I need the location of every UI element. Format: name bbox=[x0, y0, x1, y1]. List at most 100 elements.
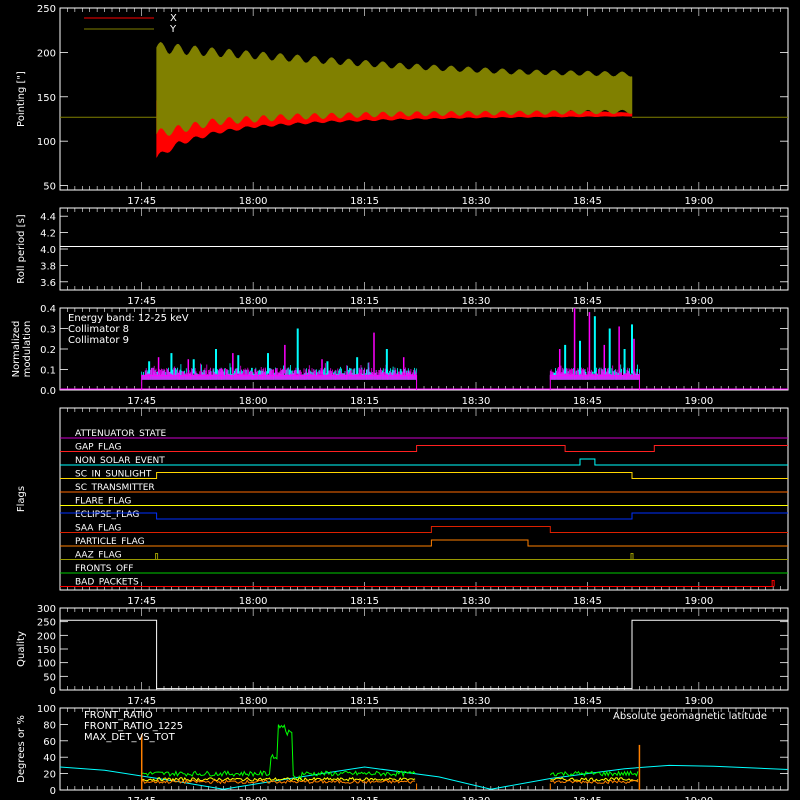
flag-label: ATTENUATOR_STATE bbox=[75, 429, 167, 439]
flag-label: FRONTS_OFF bbox=[75, 564, 133, 574]
y-tick-label: 0.3 bbox=[40, 325, 56, 336]
x-tick-label: 18:45 bbox=[573, 196, 602, 207]
y-tick-label: 150 bbox=[37, 645, 56, 656]
y-tick-label: 250 bbox=[37, 618, 56, 629]
y-axis-label: Roll period [s] bbox=[16, 214, 27, 283]
flag-line bbox=[60, 472, 788, 479]
flag-label: BAD_PACKETS bbox=[75, 578, 139, 588]
x-tick-label: 17:45 bbox=[127, 796, 156, 800]
flag-line bbox=[60, 445, 788, 452]
legend-entry: FRONT_RATIO_1225 bbox=[84, 721, 183, 732]
x-tick-label: 18:00 bbox=[239, 396, 268, 407]
x-tick-label: 19:00 bbox=[684, 796, 713, 800]
y-tick-label: 80 bbox=[43, 720, 56, 731]
flag-line bbox=[60, 512, 788, 520]
y-tick-label: 250 bbox=[37, 4, 56, 15]
y-tick-label: 0 bbox=[50, 686, 56, 697]
max-det-vs-tot-trace bbox=[550, 779, 639, 785]
x-tick-label: 18:00 bbox=[239, 596, 268, 607]
y-tick-label: 300 bbox=[37, 604, 56, 615]
modulation-noise-collimator-9 bbox=[141, 360, 417, 380]
legend-entry: X bbox=[170, 13, 177, 24]
y-tick-label: 3.6 bbox=[40, 278, 56, 289]
x-tick-label: 19:00 bbox=[684, 296, 713, 307]
modulation-envelope bbox=[549, 375, 640, 390]
y-tick-label: 40 bbox=[43, 753, 56, 764]
y-axis-label: modulation bbox=[22, 321, 33, 378]
front-ratio-1225-trace bbox=[549, 770, 639, 777]
y-tick-label: 50 bbox=[43, 182, 56, 193]
x-tick-label: 19:00 bbox=[684, 596, 713, 607]
flag-pulse bbox=[771, 580, 775, 587]
flag-label: ECLIPSE_FLAG bbox=[75, 510, 139, 520]
flag-label: GAP_FLAG bbox=[75, 443, 121, 453]
y-tick-label: 60 bbox=[43, 737, 56, 748]
y-tick-label: 200 bbox=[37, 631, 56, 642]
x-tick-label: 18:00 bbox=[239, 796, 268, 800]
series-y-band bbox=[156, 41, 633, 136]
x-tick-label: 18:15 bbox=[350, 196, 379, 207]
y-axis-label: Degrees or % bbox=[16, 715, 27, 783]
x-tick-label: 19:00 bbox=[684, 396, 713, 407]
x-tick-label: 18:00 bbox=[239, 696, 268, 707]
y-tick-label: 100 bbox=[37, 704, 56, 715]
legend-entry: Collimator 8 bbox=[68, 324, 129, 335]
x-tick-label: 18:30 bbox=[462, 396, 491, 407]
geomagnetic-latitude-line bbox=[59, 764, 789, 790]
plot-frame bbox=[59, 207, 789, 291]
y-tick-label: 0.2 bbox=[40, 345, 56, 356]
x-tick-label: 18:15 bbox=[350, 596, 379, 607]
y-axis-label: Pointing ["] bbox=[16, 71, 27, 127]
x-tick-label: 17:45 bbox=[127, 696, 156, 707]
legend-entry: Collimator 9 bbox=[68, 335, 129, 346]
legend-entry: Y bbox=[169, 24, 177, 35]
legend-entry: FRONT_RATIO bbox=[84, 710, 153, 721]
y-tick-label: 200 bbox=[37, 48, 56, 59]
x-tick-label: 18:30 bbox=[462, 296, 491, 307]
y-axis-label: Normalized bbox=[11, 321, 22, 378]
x-tick-label: 18:30 bbox=[462, 696, 491, 707]
x-tick-label: 17:45 bbox=[127, 296, 156, 307]
flag-label: NON_SOLAR_EVENT bbox=[75, 456, 165, 466]
x-tick-label: 18:30 bbox=[462, 796, 491, 800]
flag-pulse bbox=[630, 553, 634, 560]
y-axis-label: Flags bbox=[16, 486, 27, 512]
y-tick-label: 0 bbox=[50, 786, 56, 797]
plot-frame bbox=[59, 407, 789, 591]
x-tick-label: 18:45 bbox=[573, 596, 602, 607]
y-tick-label: 150 bbox=[37, 93, 56, 104]
x-tick-label: 18:15 bbox=[350, 396, 379, 407]
flag-line bbox=[60, 539, 788, 547]
y-tick-label: 100 bbox=[37, 137, 56, 148]
flag-label: FLARE_FLAG bbox=[75, 497, 131, 507]
legend-entry: Absolute geomagnetic latitude bbox=[613, 711, 767, 722]
x-tick-label: 18:45 bbox=[573, 396, 602, 407]
front-ratio-trace bbox=[550, 777, 639, 782]
flag-line bbox=[60, 526, 788, 533]
x-tick-label: 18:15 bbox=[350, 696, 379, 707]
y-tick-label: 3.8 bbox=[40, 261, 56, 272]
legend-entry: Energy band: 12-25 keV bbox=[68, 313, 189, 324]
front-ratio-1225-trace bbox=[141, 723, 416, 782]
x-tick-label: 18:00 bbox=[239, 296, 268, 307]
max-det-vs-tot-trace bbox=[141, 779, 416, 785]
flag-label: SC_TRANSMITTER bbox=[75, 483, 155, 493]
y-tick-label: 100 bbox=[37, 659, 56, 670]
x-tick-label: 19:00 bbox=[684, 196, 713, 207]
x-tick-label: 18:45 bbox=[573, 696, 602, 707]
y-axis-label: Quality bbox=[16, 631, 27, 667]
modulation-envelope bbox=[141, 375, 418, 390]
flag-line bbox=[60, 458, 788, 466]
flag-pulse bbox=[155, 553, 159, 560]
x-tick-label: 18:30 bbox=[462, 596, 491, 607]
y-tick-label: 50 bbox=[43, 672, 56, 683]
x-tick-label: 18:45 bbox=[573, 796, 602, 800]
y-tick-label: 20 bbox=[43, 770, 56, 781]
x-tick-label: 18:15 bbox=[350, 296, 379, 307]
y-tick-label: 0.4 bbox=[40, 304, 56, 315]
legend-entry: MAX_DET_VS_TOT bbox=[84, 732, 176, 743]
x-tick-label: 17:45 bbox=[127, 196, 156, 207]
front-ratio-trace bbox=[141, 776, 416, 782]
y-tick-label: 0.0 bbox=[40, 386, 56, 397]
